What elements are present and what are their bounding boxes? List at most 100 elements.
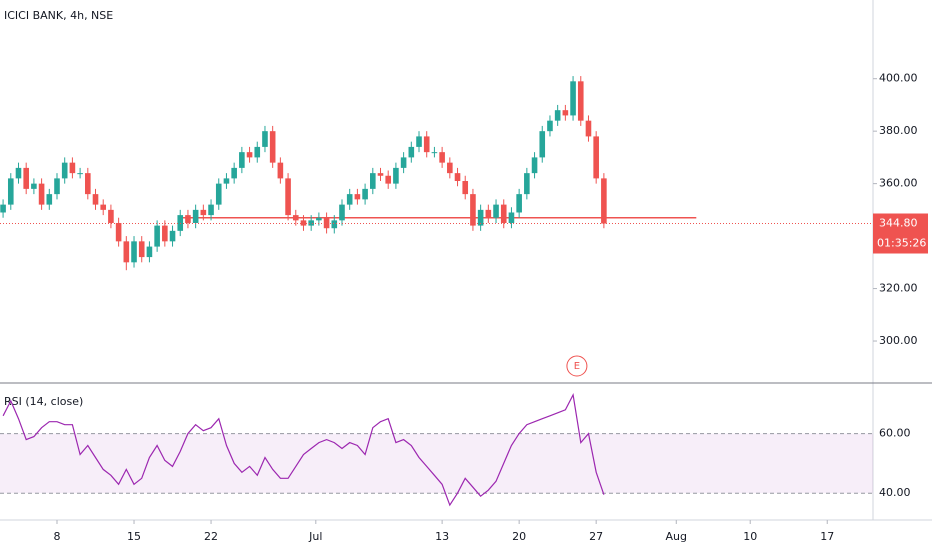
candle-body: [331, 220, 338, 229]
candle-body: [500, 204, 507, 223]
candle-body: [146, 246, 153, 258]
candle-body: [7, 178, 14, 205]
candle-body: [108, 209, 114, 223]
candle-body: [516, 194, 522, 213]
candle-body: [131, 241, 137, 263]
candle-body: [169, 230, 176, 242]
candle-body: [431, 152, 438, 154]
candle-body: [593, 136, 599, 179]
candle-body: [454, 173, 461, 182]
x-tick-label: 15: [127, 530, 141, 543]
candle-body: [531, 157, 538, 174]
candle-body: [239, 152, 245, 168]
candle-body: [316, 217, 322, 221]
y-tick-label: 60.00: [879, 427, 911, 440]
x-tick-label: 8: [53, 530, 60, 543]
candle-body: [524, 173, 530, 195]
candle-body: [539, 131, 546, 158]
candle-body: [154, 225, 160, 247]
candle-body: [462, 181, 469, 195]
candle-body: [223, 178, 230, 184]
candle-body: [185, 215, 191, 223]
candle-body: [277, 162, 284, 179]
x-tick-label: Aug: [666, 530, 687, 543]
candle-body: [15, 167, 22, 179]
candle-body: [85, 173, 91, 195]
candle-body: [362, 188, 368, 200]
candle-body: [577, 81, 584, 121]
y-tick-label: 300.00: [879, 334, 918, 347]
candle-body: [508, 212, 515, 223]
candle-body: [385, 175, 392, 184]
candle-body: [423, 136, 430, 153]
candle-body: [192, 209, 199, 223]
candle-body: [69, 162, 76, 174]
x-tick-label: 10: [743, 530, 757, 543]
candle-body: [393, 167, 399, 184]
candle-body: [46, 194, 53, 205]
candle-body: [416, 136, 422, 147]
candle-body: [370, 173, 376, 189]
candle-body: [115, 222, 122, 242]
candle-body: [292, 215, 299, 221]
event-marker: [566, 355, 588, 377]
countdown-box: [873, 233, 928, 254]
candle-body: [439, 152, 445, 163]
y-tick-label: 380.00: [879, 124, 918, 137]
candle-body: [470, 194, 476, 226]
candle-body: [162, 225, 168, 242]
x-tick-label: 17: [820, 530, 834, 543]
indicator-title: RSI (14, close): [4, 395, 83, 408]
x-tick-label: 27: [589, 530, 603, 543]
candle-body: [123, 241, 130, 263]
candle-body: [377, 173, 384, 176]
y-tick-label: 320.00: [879, 282, 918, 295]
candle-body: [38, 183, 45, 205]
candle-body: [31, 183, 37, 189]
candle-body: [215, 183, 222, 205]
y-tick-label: 400.00: [879, 72, 918, 85]
candle-body: [231, 167, 237, 179]
candle-body: [54, 178, 60, 195]
candle-body: [562, 110, 569, 116]
last-price-box: [873, 213, 928, 234]
candle-body: [269, 131, 276, 163]
x-tick-label: Jul: [308, 530, 322, 543]
event-label: E: [574, 361, 580, 372]
candle-body: [138, 241, 145, 258]
candle-body: [493, 204, 499, 218]
candle-body: [61, 162, 68, 179]
candle-body: [300, 220, 307, 226]
candle-body: [400, 157, 407, 168]
candle-body: [601, 178, 607, 224]
candle-body: [23, 167, 29, 189]
candle-body: [77, 173, 83, 175]
candle-body: [354, 194, 361, 200]
candle-body: [339, 204, 345, 221]
candle-body: [200, 209, 207, 216]
rsi-line: [2, 393, 605, 507]
chart-title: ICICI BANK, 4h, NSE: [4, 9, 113, 22]
rsi-band: [0, 433, 873, 494]
x-tick-label: 22: [204, 530, 218, 543]
candle-body: [0, 204, 6, 213]
candle-body: [308, 220, 314, 226]
countdown-label: 01:35:26: [877, 237, 926, 250]
candle-body: [208, 204, 214, 216]
candle-body: [254, 146, 261, 158]
candle-body: [477, 209, 484, 226]
x-tick-label: 13: [435, 530, 449, 543]
candle-body: [100, 204, 107, 210]
candle-body: [177, 215, 184, 231]
candle-body: [485, 209, 492, 218]
y-tick-label: 40.00: [879, 486, 911, 499]
candle-body: [447, 162, 453, 174]
candle-body: [408, 146, 415, 158]
candle-body: [285, 178, 291, 216]
candle-body: [547, 120, 553, 132]
candle-body: [554, 110, 561, 121]
last-price-label: 344.80: [879, 217, 918, 230]
candle-body: [323, 217, 330, 229]
